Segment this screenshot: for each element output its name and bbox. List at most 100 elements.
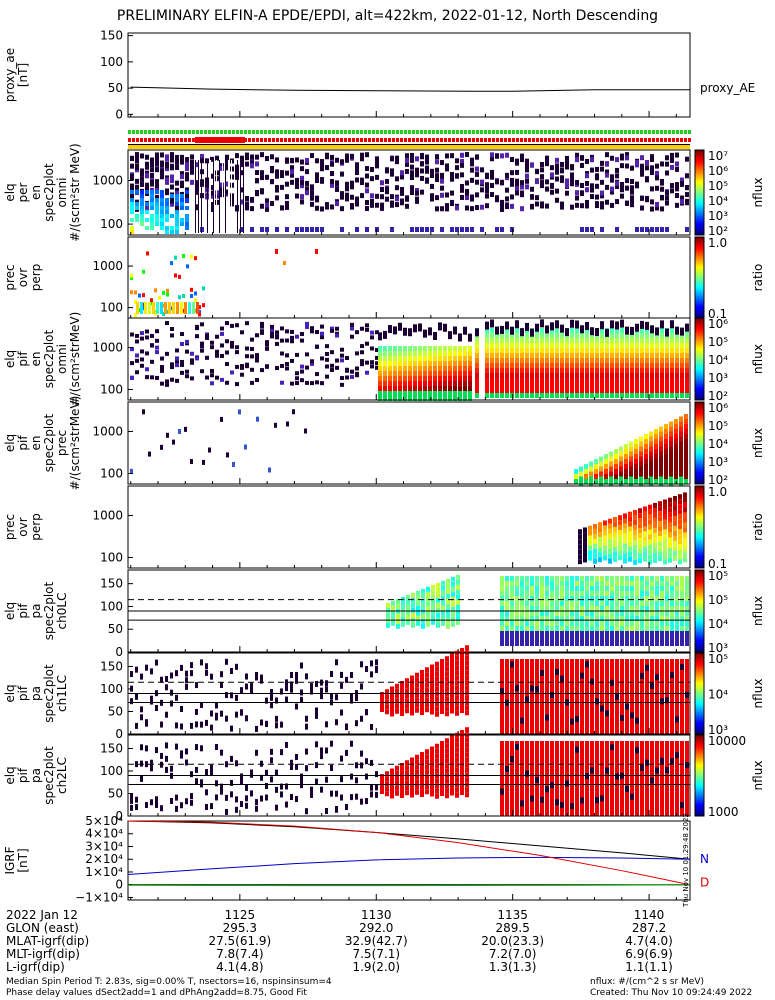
colorbar-segment: [695, 259, 704, 262]
status-marker-green: [340, 130, 343, 134]
status-marker-green: [640, 130, 643, 134]
heatmap-cell: [579, 466, 583, 472]
heatmap-cell: [684, 434, 688, 439]
heatmap-cell: [505, 338, 509, 343]
heatmap-cell: [590, 669, 594, 674]
heatmap-cell: [182, 308, 185, 313]
heatmap-cell: [675, 636, 679, 641]
heatmap-cell: [430, 709, 434, 715]
heatmap-cell: [330, 328, 334, 333]
heatmap-cell: [490, 152, 494, 158]
heatmap-cell: [675, 383, 679, 388]
heatmap-cell: [165, 379, 169, 384]
heatmap-cell: [445, 192, 449, 198]
heatmap-cell: [185, 349, 189, 354]
heatmap-cell: [135, 206, 139, 210]
heatmap-cell: [490, 338, 494, 343]
heatmap-cell: [390, 227, 394, 232]
heatmap-cell: [635, 611, 639, 616]
heatmap-cell: [468, 386, 472, 391]
heatmap-cell: [570, 348, 574, 353]
heatmap-cell: [275, 157, 279, 163]
heatmap-cell: [593, 553, 597, 559]
heatmap-cell: [680, 343, 684, 348]
heatmap-cell: [393, 351, 397, 356]
heatmap-cell: [618, 530, 622, 536]
heatmap-cell: [595, 576, 599, 581]
heatmap-cell: [595, 373, 599, 378]
heatmap-cell: [665, 601, 669, 606]
heatmap-cell: [505, 729, 509, 734]
heatmap-cell: [150, 214, 154, 218]
heatmap-cell: [315, 680, 318, 687]
heatmap-cell: [425, 702, 429, 708]
heatmap-cell: [185, 187, 189, 193]
heatmap-cell: [560, 201, 564, 207]
heatmap-cell: [678, 514, 682, 520]
heatmap-cell: [355, 165, 359, 171]
heatmap-cell: [500, 688, 504, 695]
heatmap-cell: [595, 581, 599, 586]
heatmap-cell: [178, 274, 181, 279]
colorbar-segment: [695, 539, 704, 542]
heatmap-cell: [655, 689, 659, 694]
panel-ylabel-line: spec2plot: [42, 413, 56, 472]
heatmap-cell: [580, 338, 584, 343]
heatmap-cell: [370, 346, 374, 351]
heatmap-cell: [451, 601, 455, 607]
heatmap-cell: [505, 383, 509, 388]
heatmap-cell: [142, 293, 145, 298]
colorbar-segment: [695, 173, 704, 176]
heatmap-cell: [673, 535, 677, 541]
heatmap-cell: [450, 693, 454, 699]
heatmap-cell: [420, 189, 424, 195]
heatmap-cell: [605, 368, 609, 373]
heatmap-cell: [575, 338, 579, 343]
heatmap-cell: [635, 674, 639, 679]
heatmap-cell: [660, 674, 664, 679]
colorbar-segment: [695, 311, 704, 315]
colorbar-segment: [695, 535, 704, 538]
heatmap-cell: [658, 541, 662, 547]
heatmap-cell: [644, 444, 648, 449]
heatmap-cell: [275, 341, 279, 346]
heatmap-cell: [580, 182, 584, 188]
heatmap-cell: [580, 358, 584, 363]
colorbar-segment: [695, 273, 704, 276]
heatmap-cell: [670, 636, 674, 641]
heatmap-cell: [685, 704, 689, 709]
heatmap-cell: [540, 626, 544, 631]
heatmap-cell: [194, 256, 197, 261]
heatmap-cell: [585, 684, 589, 689]
heatmap-cell: [140, 775, 143, 782]
colorbar-segment: [695, 524, 704, 528]
status-marker-red: [328, 138, 331, 142]
status-marker-red: [552, 138, 555, 142]
status-marker-green: [140, 130, 143, 134]
heatmap-cell: [305, 352, 309, 357]
heatmap-cell: [610, 576, 614, 581]
colorbar-segment: [695, 475, 704, 479]
colorbar-frame: [694, 652, 705, 735]
heatmap-cell: [550, 616, 554, 621]
heatmap-cell: [663, 559, 667, 565]
heatmap-cell: [180, 664, 183, 671]
heatmap-cell: [540, 358, 544, 363]
heatmap-cell: [570, 669, 574, 674]
heatmap-cell: [575, 348, 579, 353]
heatmap-cell: [610, 177, 614, 183]
heatmap-cell: [560, 363, 564, 368]
heatmap-cell: [465, 680, 469, 686]
heatmap-cell: [660, 679, 664, 684]
heatmap-cell: [680, 378, 684, 383]
status-marker-red: [472, 138, 475, 142]
heatmap-cell: [425, 672, 429, 678]
heatmap-cell: [250, 160, 254, 166]
status-marker-red: [600, 138, 603, 142]
heatmap-cell: [185, 683, 188, 690]
heatmap-cell: [416, 610, 420, 616]
heatmap-cell: [655, 684, 659, 689]
heatmap-cell: [135, 165, 139, 171]
heatmap-cell: [201, 160, 202, 233]
heatmap-cell: [555, 596, 559, 601]
